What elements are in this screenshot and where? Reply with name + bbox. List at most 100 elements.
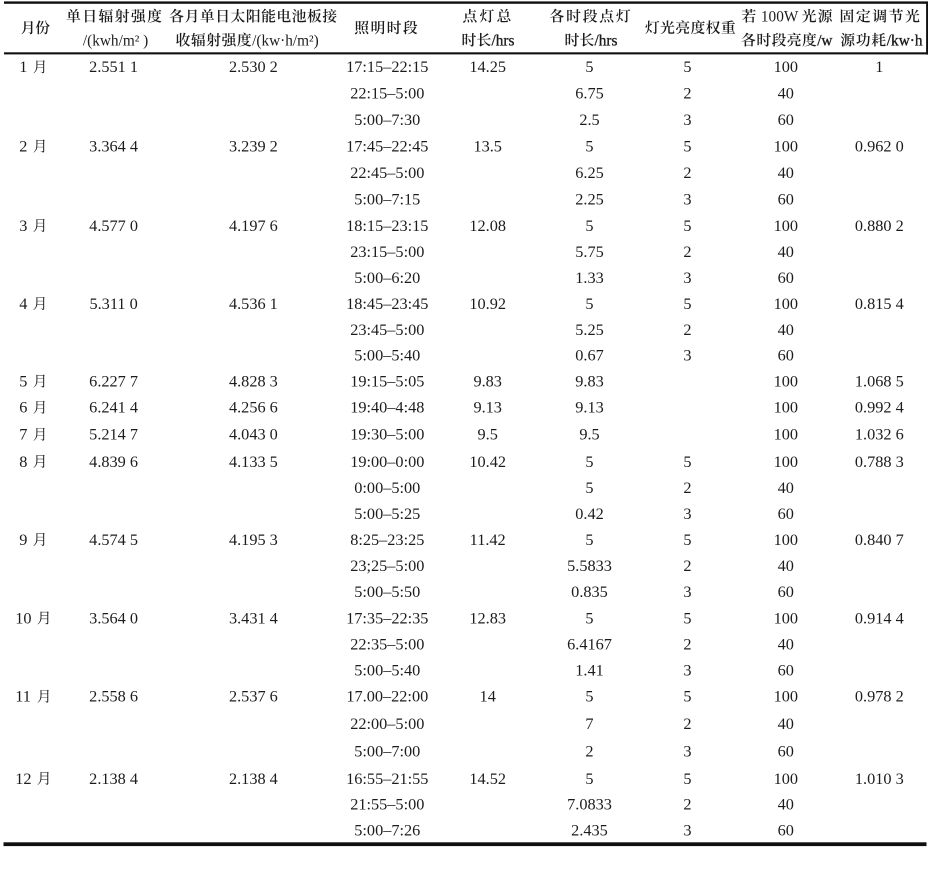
svg-text:5: 5: [19, 372, 27, 391]
svg-text:9.5: 9.5: [579, 425, 599, 444]
svg-text:22:15–5:00: 22:15–5:00: [350, 84, 424, 103]
svg-text:19:00–0:00: 19:00–0:00: [350, 452, 424, 471]
svg-text:0.880 2: 0.880 2: [855, 216, 904, 235]
svg-text:3: 3: [683, 189, 691, 208]
svg-text:5: 5: [683, 687, 691, 706]
svg-text:17:15–22:15: 17:15–22:15: [346, 57, 428, 76]
svg-text:60: 60: [778, 661, 794, 680]
svg-text:2: 2: [683, 714, 691, 733]
svg-text:5.214 7: 5.214 7: [89, 425, 138, 444]
svg-text:10.92: 10.92: [469, 294, 506, 313]
svg-text:9: 9: [19, 530, 27, 549]
svg-text:4.828 3: 4.828 3: [229, 372, 278, 391]
svg-text:60: 60: [778, 582, 794, 601]
svg-text:2: 2: [19, 137, 27, 156]
svg-text:60: 60: [778, 504, 794, 523]
svg-text:6: 6: [19, 398, 27, 417]
svg-text:3: 3: [683, 582, 691, 601]
svg-text:9.5: 9.5: [478, 425, 498, 444]
svg-text:3: 3: [683, 268, 691, 287]
svg-text:5: 5: [585, 216, 593, 235]
svg-text:2.435: 2.435: [571, 821, 608, 840]
svg-text:2: 2: [683, 163, 691, 182]
svg-text:5: 5: [683, 294, 691, 313]
svg-text:100: 100: [774, 530, 798, 549]
svg-text:1.068 5: 1.068 5: [855, 372, 904, 391]
svg-text:100: 100: [774, 687, 798, 706]
svg-text:4: 4: [19, 294, 27, 313]
svg-text:0.962 0: 0.962 0: [855, 137, 904, 156]
svg-text:2.551 1: 2.551 1: [89, 57, 138, 76]
svg-text:4.256 6: 4.256 6: [229, 398, 278, 417]
svg-text:1: 1: [875, 57, 883, 76]
svg-text:8:25–23:25: 8:25–23:25: [350, 530, 424, 549]
svg-text:5: 5: [585, 137, 593, 156]
svg-text:5:00–7:30: 5:00–7:30: [354, 110, 420, 129]
svg-text:100: 100: [774, 137, 798, 156]
svg-text:8: 8: [19, 452, 27, 471]
svg-text:5: 5: [683, 137, 691, 156]
svg-text:14.25: 14.25: [469, 57, 506, 76]
svg-text:40: 40: [778, 634, 794, 653]
svg-text:3: 3: [683, 661, 691, 680]
svg-text:18:45–23:45: 18:45–23:45: [346, 294, 428, 313]
svg-text:/(kw·h/m²): /(kw·h/m²): [252, 32, 319, 49]
svg-text:3: 3: [683, 741, 691, 760]
svg-text:5: 5: [683, 608, 691, 627]
svg-text:17:45–22:45: 17:45–22:45: [346, 137, 428, 156]
svg-text:5:00–7:00: 5:00–7:00: [354, 741, 420, 760]
svg-text:9.13: 9.13: [575, 398, 604, 417]
svg-text:2: 2: [683, 795, 691, 814]
svg-text:40: 40: [778, 163, 794, 182]
svg-text:2.530 2: 2.530 2: [229, 57, 278, 76]
svg-text:2: 2: [683, 634, 691, 653]
svg-text:0.815 4: 0.815 4: [855, 294, 904, 313]
svg-text:5.75: 5.75: [575, 242, 604, 261]
svg-text:0.835: 0.835: [571, 582, 608, 601]
svg-text:5: 5: [683, 452, 691, 471]
svg-text:6.75: 6.75: [575, 84, 604, 103]
svg-text:0.42: 0.42: [575, 504, 604, 523]
svg-text:22:00–5:00: 22:00–5:00: [350, 714, 424, 733]
svg-text:100: 100: [774, 372, 798, 391]
svg-text:/hrs: /hrs: [492, 32, 515, 49]
svg-text:40: 40: [778, 795, 794, 814]
svg-text:/kw·h: /kw·h: [887, 32, 923, 49]
svg-text:5: 5: [585, 769, 593, 788]
svg-text:3.431 4: 3.431 4: [229, 608, 278, 627]
svg-text:5.311 0: 5.311 0: [89, 294, 137, 313]
svg-text:17.00–22:00: 17.00–22:00: [346, 687, 428, 706]
svg-text:0:00–5:00: 0:00–5:00: [354, 478, 420, 497]
svg-text:4.195 3: 4.195 3: [229, 530, 278, 549]
svg-text:5: 5: [683, 216, 691, 235]
svg-text:2.138 4: 2.138 4: [229, 769, 278, 788]
svg-text:5: 5: [585, 608, 593, 627]
svg-text:7: 7: [585, 714, 593, 733]
svg-text:2.25: 2.25: [575, 189, 604, 208]
svg-text:2: 2: [683, 478, 691, 497]
svg-text:5:00–5:40: 5:00–5:40: [354, 346, 420, 365]
svg-text:100W: 100W: [761, 9, 799, 26]
svg-text:4.133 5: 4.133 5: [229, 452, 278, 471]
svg-text:18:15–23:15: 18:15–23:15: [346, 216, 428, 235]
svg-text:21:55–5:00: 21:55–5:00: [350, 795, 424, 814]
svg-text:100: 100: [774, 425, 798, 444]
svg-text:100: 100: [774, 608, 798, 627]
svg-text:100: 100: [774, 57, 798, 76]
svg-text:23:15–5:00: 23:15–5:00: [350, 242, 424, 261]
svg-text:3.239 2: 3.239 2: [229, 137, 278, 156]
svg-text:2: 2: [683, 242, 691, 261]
svg-text:1.33: 1.33: [575, 268, 604, 287]
svg-text:22:35–5:00: 22:35–5:00: [350, 634, 424, 653]
svg-text:1: 1: [19, 57, 27, 76]
svg-text:5.25: 5.25: [575, 320, 604, 339]
svg-text:17:35–22:35: 17:35–22:35: [346, 608, 428, 627]
svg-text:14: 14: [480, 687, 496, 706]
svg-text:5: 5: [683, 530, 691, 549]
svg-text:0.992 4: 0.992 4: [855, 398, 904, 417]
svg-text:12.83: 12.83: [469, 608, 506, 627]
svg-text:11: 11: [15, 687, 31, 706]
svg-text:10: 10: [15, 608, 31, 627]
svg-text:5:00–5:50: 5:00–5:50: [354, 582, 420, 601]
svg-text:100: 100: [774, 769, 798, 788]
